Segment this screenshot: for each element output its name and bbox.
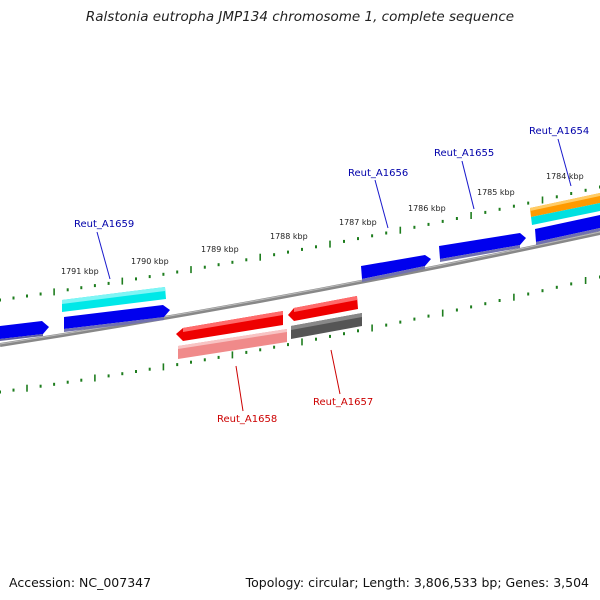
scale-label-1791: 1791 kbp	[61, 267, 99, 276]
label-reut-a1656[interactable]: Reut_A1656	[348, 168, 408, 179]
accession-info: Accession: NC_007347	[9, 575, 152, 590]
scale-label-1787: 1787 kbp	[339, 218, 377, 227]
gene-reut-a1658-gene[interactable]	[178, 329, 287, 359]
reverse-strand-features	[176, 296, 362, 359]
topology-info: Topology: circular; Length: 3,806,533 bp…	[245, 575, 589, 590]
label-reut-a1654[interactable]: Reut_A1654	[529, 126, 589, 137]
gene-reut-a1654-cds[interactable]	[535, 215, 600, 242]
gene-reut-a1655[interactable]	[439, 233, 526, 259]
gene-reut-a1656[interactable]	[361, 255, 431, 279]
scale-label-1784: 1784 kbp	[546, 172, 584, 181]
scale-ticks-reverse	[0, 275, 600, 394]
label-reut-a1657[interactable]: Reut_A1657	[313, 397, 373, 408]
label-reut-a1658[interactable]: Reut_A1658	[217, 414, 277, 425]
gene-arrow-left-partial[interactable]	[0, 321, 49, 339]
scale-label-1785: 1785 kbp	[477, 188, 515, 197]
chromosome-backbone	[0, 231, 600, 347]
scale-labels: 1791 kbp 1790 kbp 1789 kbp 1788 kbp 1787…	[61, 172, 584, 276]
scale-label-1789: 1789 kbp	[201, 245, 239, 254]
map-title: Ralstonia eutropha JMP134 chromosome 1, …	[85, 9, 515, 25]
label-connectors	[96, 138, 572, 412]
label-reut-a1655[interactable]: Reut_A1655	[434, 148, 494, 159]
scale-label-1786: 1786 kbp	[408, 204, 446, 213]
forward-strand-features	[0, 193, 600, 341]
gene-reut-a1659-cds[interactable]	[64, 305, 170, 329]
scale-ticks-forward	[0, 185, 600, 302]
scale-label-1788: 1788 kbp	[270, 232, 308, 241]
gene-labels: Reut_A1659 Reut_A1656 Reut_A1655 Reut_A1…	[74, 126, 589, 425]
label-reut-a1659[interactable]: Reut_A1659	[74, 219, 134, 230]
gene-reut-a1654-rna[interactable]	[531, 203, 600, 225]
scale-label-1790: 1790 kbp	[131, 257, 169, 266]
